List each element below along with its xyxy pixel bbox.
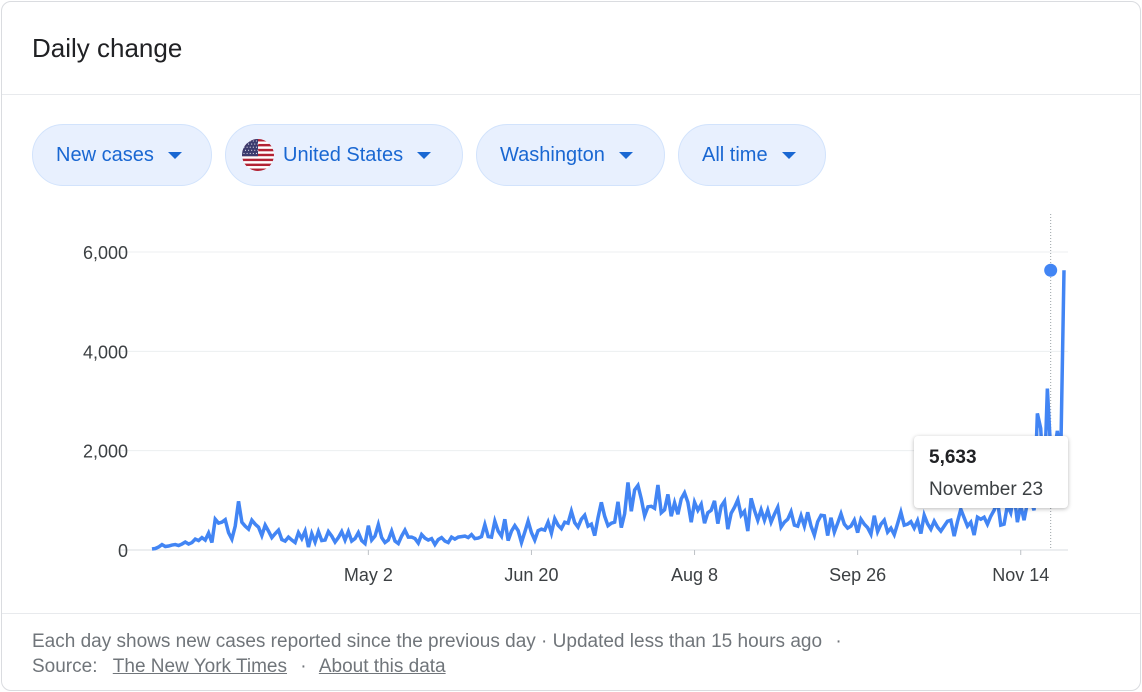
- us-flag-icon: [242, 139, 274, 171]
- card-header: Daily change: [2, 2, 1140, 95]
- y-tick-label: 6,000: [83, 243, 128, 263]
- x-tick-label: May 2: [344, 565, 393, 585]
- card-title: Daily change: [32, 33, 183, 63]
- filter-chip-label: Washington: [500, 143, 605, 166]
- footer-separator: ·: [300, 656, 307, 677]
- source-label: Source:: [32, 656, 98, 677]
- x-tick-label: Nov 14: [992, 565, 1049, 585]
- filter-chip-new-cases[interactable]: New cases: [32, 124, 212, 186]
- filter-chip-washington[interactable]: Washington: [476, 124, 665, 186]
- source-link[interactable]: The New York Times: [112, 656, 288, 677]
- card-footer: Each day shows new cases reported since …: [2, 613, 1140, 690]
- series-line-new-cases: [151, 270, 1066, 551]
- highlight-point: [1044, 263, 1058, 277]
- daily-cases-line-chart: 0 2,000 4,000 6,000 May 2 Jun 20 Aug 8 Sep 26 No…: [83, 214, 1068, 585]
- dropdown-caret-icon: [167, 151, 182, 159]
- x-tick-label: Jun 20: [504, 565, 558, 585]
- x-tick-label: Sep 26: [829, 565, 886, 585]
- filter-chip-all-time[interactable]: All time: [678, 124, 826, 186]
- dropdown-caret-icon: [618, 151, 633, 159]
- dropdown-caret-icon: [417, 151, 432, 159]
- y-tick-label: 0: [118, 541, 128, 561]
- footer-source-line: Source: The New York Times · About this …: [32, 656, 446, 678]
- y-tick-label: 4,000: [83, 342, 128, 362]
- footer-dot: ·: [835, 631, 842, 652]
- about-data-link[interactable]: About this data: [318, 656, 446, 677]
- dropdown-caret-icon: [781, 151, 796, 159]
- chart-tooltip: 5,633 November 23: [914, 436, 1068, 508]
- footer-description-line: Each day shows new cases reported since …: [32, 631, 850, 653]
- filter-chip-label: United States: [283, 143, 404, 166]
- y-tick-label: 2,000: [83, 442, 128, 462]
- filter-chip-label: All time: [702, 143, 768, 166]
- tooltip-value: 5,633: [929, 447, 977, 468]
- tooltip-date: November 23: [929, 479, 1044, 500]
- x-tick-label: Aug 8: [671, 565, 718, 585]
- filter-chip-label: New cases: [56, 143, 154, 166]
- footer-description: Each day shows new cases reported since …: [32, 631, 823, 652]
- filter-chip-united-states[interactable]: United States: [225, 124, 463, 186]
